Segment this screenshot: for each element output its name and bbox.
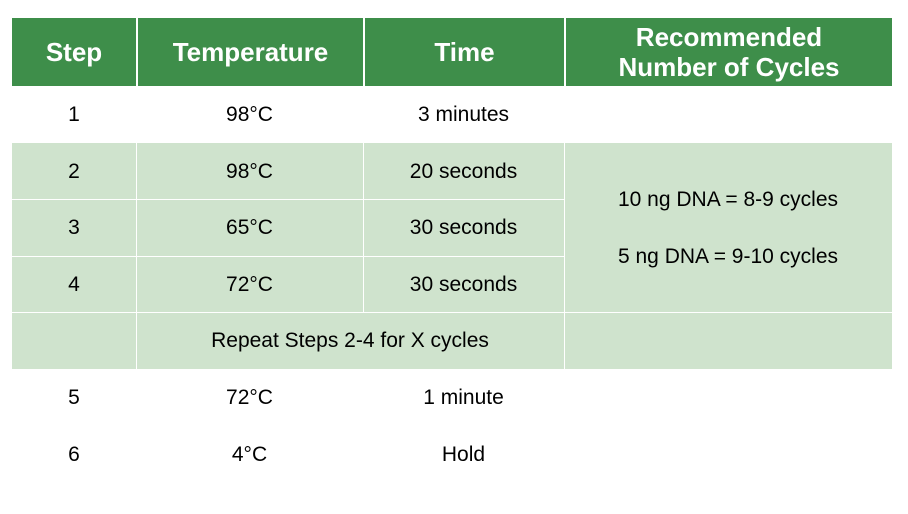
row-divider xyxy=(12,199,564,200)
table-row: 4 72°C 30 seconds xyxy=(12,256,564,313)
header-time: Time xyxy=(363,18,564,86)
time-cell: 30 seconds xyxy=(409,272,518,296)
header-recommended-cycles: Recommended Number of Cycles xyxy=(564,18,892,86)
cycles-recommendation-10ng: 10 ng DNA = 8-9 cycles xyxy=(617,188,839,211)
table-header-row: Step Temperature Time Recommended Number… xyxy=(12,18,892,86)
table-row: 6 4°C Hold xyxy=(12,426,892,483)
time-cell: 30 seconds xyxy=(409,215,518,239)
time-cell: 20 seconds xyxy=(409,159,518,183)
table-row: 1 98°C 3 minutes xyxy=(12,86,892,143)
recommended-cycles-cell: 10 ng DNA = 8-9 cycles 5 ng DNA = 9-10 c… xyxy=(564,143,892,313)
time-cell: 1 minute xyxy=(423,385,504,409)
step-cell: 3 xyxy=(68,215,80,239)
step-cell: 2 xyxy=(68,159,80,183)
header-cycles-line1: Recommended xyxy=(635,22,823,52)
table-row: 3 65°C 30 seconds xyxy=(12,199,564,256)
header-step: Step xyxy=(45,37,103,67)
table-row: 5 72°C 1 minute xyxy=(12,369,892,426)
column-divider xyxy=(564,143,565,369)
row-divider xyxy=(12,312,892,313)
temperature-cell: 65°C xyxy=(226,215,273,239)
step-cell: 5 xyxy=(68,385,80,409)
temperature-cell: 72°C xyxy=(226,385,273,409)
row-divider xyxy=(12,256,564,257)
temperature-cell: 98°C xyxy=(226,159,273,183)
step-cell: 4 xyxy=(68,272,80,296)
cycling-block: 2 98°C 20 seconds 3 65°C 30 seconds 4 72… xyxy=(12,143,892,369)
step-cell: 1 xyxy=(68,102,80,126)
header-temperature: Temperature xyxy=(136,18,363,86)
column-divider xyxy=(363,143,364,313)
table-row: 2 98°C 20 seconds xyxy=(12,143,564,200)
time-cell: Hold xyxy=(441,442,486,466)
step-cell: 6 xyxy=(68,442,80,466)
cycles-recommendation-5ng: 5 ng DNA = 9-10 cycles xyxy=(617,245,839,268)
temperature-cell: 98°C xyxy=(226,102,273,126)
repeat-steps-note: Repeat Steps 2-4 for X cycles xyxy=(211,329,489,352)
temperature-cell: 72°C xyxy=(226,272,273,296)
temperature-cell: 4°C xyxy=(231,442,268,466)
header-cycles-line2: Number of Cycles xyxy=(618,52,840,82)
time-cell: 3 minutes xyxy=(417,102,510,126)
